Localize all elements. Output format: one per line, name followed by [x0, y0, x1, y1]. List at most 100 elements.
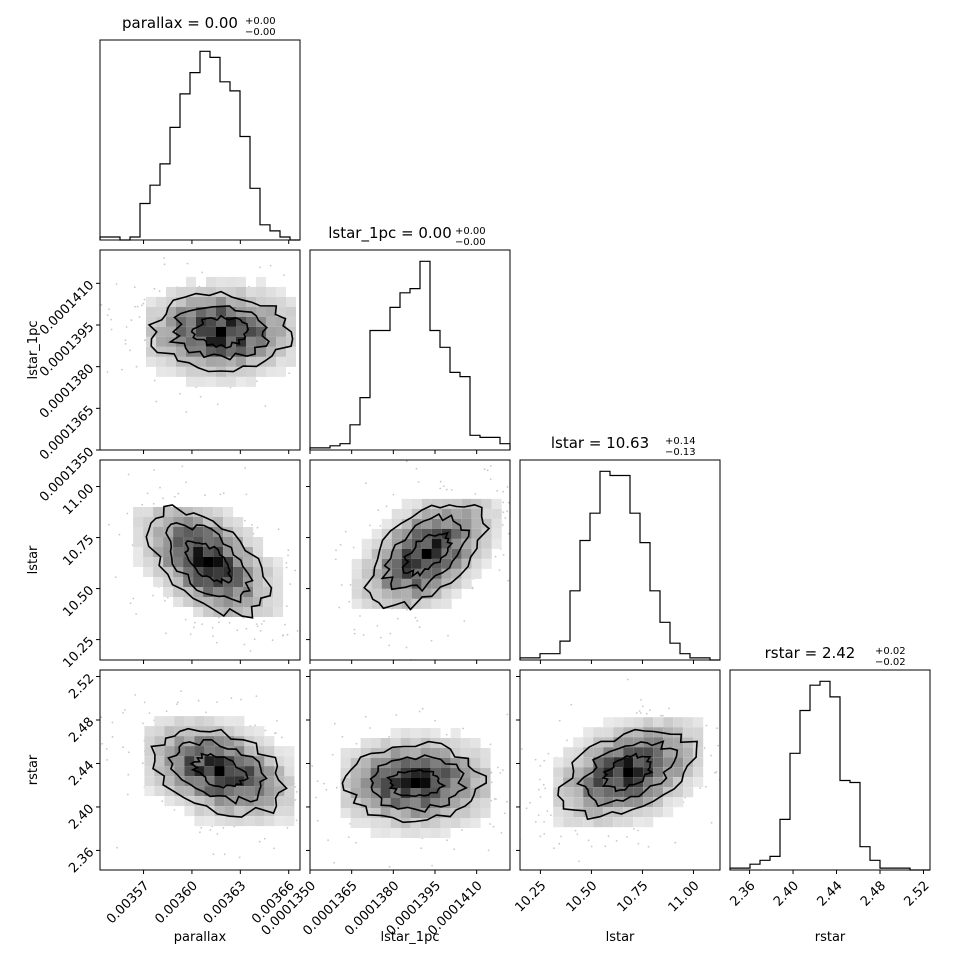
density-cell [203, 577, 214, 587]
density-cell [214, 776, 225, 787]
title-plus: +0.00 [455, 226, 486, 237]
scatter-point [238, 856, 241, 859]
contour-line [363, 503, 491, 611]
density-cell [370, 818, 381, 828]
scatter-point [506, 800, 508, 803]
density-cell [411, 578, 422, 589]
hist-bin [270, 231, 280, 240]
contour-line [369, 754, 469, 813]
density-cell [471, 558, 482, 569]
scatter-point [201, 623, 204, 625]
scatter-point [124, 709, 126, 711]
scatter-point [255, 695, 258, 697]
scatter-point [726, 710, 728, 712]
density-cell [451, 548, 462, 559]
density-cell [420, 798, 431, 808]
density-cell [144, 776, 155, 787]
scatter-point [295, 819, 298, 822]
density-cell [243, 527, 254, 537]
density-cell [583, 747, 594, 758]
density-cell [234, 806, 245, 817]
scatter-point [108, 523, 110, 526]
hist-bin [610, 476, 620, 661]
density-cell [613, 727, 624, 738]
scatter-point [177, 701, 179, 704]
density-cell [234, 726, 245, 737]
hist-bin [420, 261, 430, 450]
scatter-point [314, 329, 316, 331]
scatter-point [534, 763, 536, 765]
scatter-point [303, 358, 305, 360]
density-cell [184, 746, 195, 757]
scatter-point [558, 719, 561, 722]
density-cell [274, 766, 285, 777]
scatter-point [635, 712, 638, 714]
density-cell [673, 767, 684, 778]
y-tick-label: 2.44 [66, 758, 97, 789]
density-cell [153, 577, 164, 587]
density-cell [693, 737, 704, 748]
density-cell [431, 578, 442, 589]
density-cell [421, 538, 432, 549]
density-cell [243, 587, 254, 597]
scatter-point [244, 467, 247, 469]
density-cell [274, 786, 285, 797]
density-cell [274, 816, 285, 827]
scatter-point [138, 316, 141, 318]
density-cell [256, 366, 266, 377]
scatter-point [461, 829, 463, 831]
hist-bin [540, 654, 550, 660]
scatter-point [405, 460, 408, 463]
density-cell [206, 346, 216, 357]
x-tick-label: 10.25 [513, 878, 550, 915]
x-axis-label: parallax [174, 930, 227, 945]
density-cell [460, 748, 471, 758]
density-cell [146, 296, 156, 307]
density-cell [481, 548, 492, 559]
density-cell [214, 746, 225, 757]
density-cell [693, 717, 704, 728]
density-cell [256, 306, 266, 317]
scatter-point [626, 678, 629, 681]
density-cell [613, 767, 624, 778]
hist-bin [620, 476, 630, 661]
density-cell [146, 356, 156, 367]
density-cell [176, 296, 186, 307]
density-cell [471, 498, 482, 509]
density-cell [156, 336, 166, 347]
histogram-parallax: parallax = 0.00 +0.00−0.00 [99, 14, 301, 241]
density-cell [410, 808, 421, 818]
density-cell [266, 306, 276, 317]
contour-line [167, 739, 268, 805]
contour-line [601, 752, 654, 793]
density-cell [381, 578, 392, 589]
density-cell [683, 747, 694, 758]
density-cell [450, 778, 461, 788]
scatter-point [362, 634, 365, 636]
density-cell [276, 316, 286, 327]
scatter-point [258, 840, 261, 843]
density-cell [593, 807, 604, 818]
density-cell [683, 757, 694, 768]
density-cell [174, 756, 185, 767]
density-cell [623, 777, 634, 788]
density-cell [286, 346, 296, 357]
density-cell [276, 286, 286, 297]
scatter-point [489, 743, 492, 746]
scatter-point [395, 714, 398, 716]
scatter-point [153, 469, 156, 471]
hist-bin [600, 471, 610, 660]
contour-line [190, 314, 250, 349]
scatter-point [218, 621, 220, 624]
density-cell [693, 777, 704, 788]
density-cell [226, 326, 236, 337]
density-cell [361, 548, 372, 559]
density-cell [233, 587, 244, 597]
density-cell [193, 577, 204, 587]
density-cell [623, 817, 634, 828]
x-tick-label: 2.40 [771, 878, 802, 909]
scatter-point [186, 262, 189, 265]
density-cell [451, 578, 462, 589]
density-cell [203, 607, 214, 617]
scatter-point [543, 821, 545, 823]
